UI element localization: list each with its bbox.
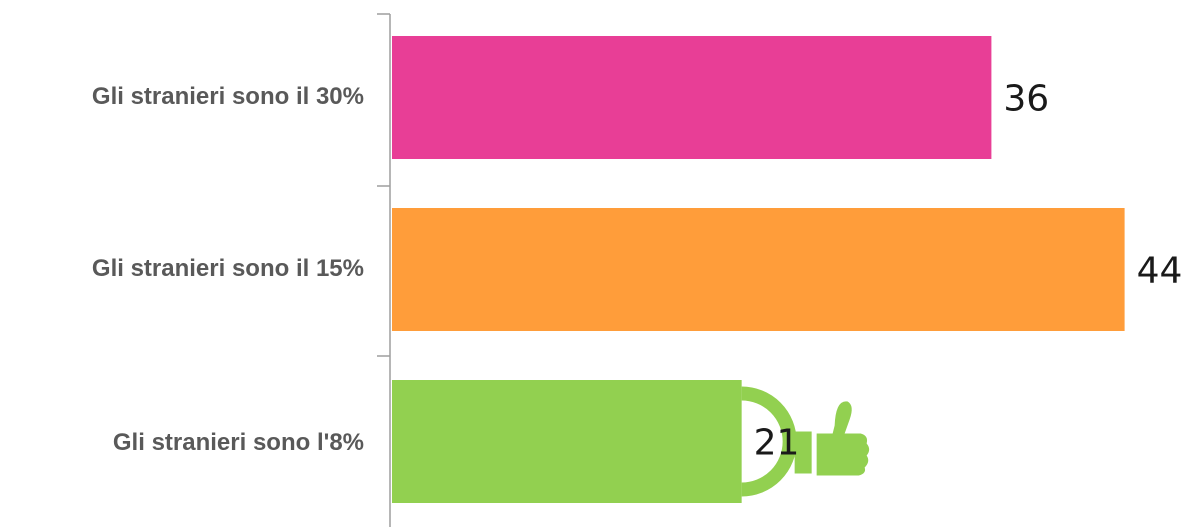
thumbs-up-hand: [816, 401, 870, 476]
value-label-0: 36: [1003, 79, 1049, 120]
bar-gli-stranieri-30: [392, 36, 992, 159]
thumbs-up-icon: [794, 401, 870, 476]
category-labels: Gli stranieri sono il 30% Gli stranieri …: [92, 83, 364, 456]
highlight-ring: [741, 386, 797, 497]
value-label-1: 44: [1137, 251, 1183, 292]
y-axis: [377, 13, 391, 527]
bar-gli-stranieri-8: [392, 380, 742, 503]
highlight-decoration: [741, 386, 870, 497]
value-label-2: 21: [754, 423, 800, 464]
thumbs-up-cuff: [794, 431, 812, 474]
bar-gli-stranieri-15: [392, 208, 1125, 331]
category-label-0: Gli stranieri sono il 30%: [92, 83, 364, 110]
value-labels: 36 44 21: [754, 79, 1183, 464]
category-label-1: Gli stranieri sono il 15%: [92, 255, 364, 282]
bars: [392, 36, 1125, 503]
category-label-2: Gli stranieri sono l'8%: [113, 429, 364, 456]
